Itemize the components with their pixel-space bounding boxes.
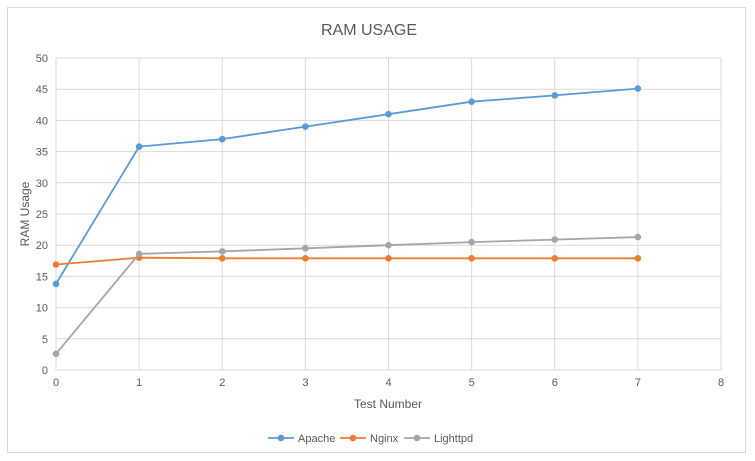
data-point-apache — [385, 110, 392, 118]
legend: Apache Nginx Lighttpd — [268, 433, 473, 445]
legend-marker-nginx — [349, 434, 357, 442]
x-tick-label: 3 — [302, 377, 308, 389]
data-point-lighttpd — [634, 233, 642, 241]
gridlines — [55, 57, 722, 371]
series-line-lighttpd — [55, 236, 638, 355]
legend-label-nginx: Nginx — [370, 433, 399, 445]
x-axis-title: Test Number — [354, 397, 422, 411]
data-point-nginx — [634, 255, 642, 262]
data-point-apache — [634, 85, 642, 92]
chart-title: RAM USAGE — [321, 22, 417, 39]
y-tick-label: 30 — [36, 178, 48, 190]
data-point-nginx — [551, 255, 559, 262]
legend-marker-apache — [277, 434, 285, 442]
data-point-lighttpd — [52, 350, 60, 358]
data-point-apache — [468, 98, 475, 105]
x-tick-label: 7 — [635, 377, 641, 389]
data-point-lighttpd — [551, 236, 559, 243]
x-tick-label: 2 — [219, 377, 225, 389]
x-tick-label: 0 — [53, 377, 59, 389]
data-point-lighttpd — [302, 245, 309, 252]
series-layer — [52, 85, 642, 358]
legend-label-lighttpd: Lighttpd — [434, 433, 473, 445]
legend-marker-lighttpd — [413, 434, 421, 442]
y-tick-label: 45 — [36, 84, 48, 96]
x-axis-ticks: 0 1 2 3 4 5 6 7 8 — [53, 377, 724, 389]
series-line-nginx — [55, 256, 638, 266]
y-tick-label: 0 — [42, 365, 48, 377]
data-point-apache — [218, 135, 226, 143]
data-point-nginx — [52, 261, 60, 268]
x-tick-label: 1 — [136, 377, 142, 389]
data-point-nginx — [218, 255, 226, 262]
data-point-nginx — [302, 255, 309, 262]
data-point-apache — [52, 280, 60, 288]
y-tick-label: 10 — [36, 303, 48, 315]
y-tick-label: 5 — [42, 334, 48, 346]
data-point-lighttpd — [135, 250, 143, 258]
y-tick-label: 40 — [36, 115, 48, 127]
data-point-lighttpd — [468, 238, 475, 246]
x-tick-label: 4 — [385, 377, 391, 389]
y-tick-label: 35 — [36, 147, 48, 159]
data-point-apache — [551, 92, 559, 99]
data-point-nginx — [385, 255, 392, 262]
chart-frame — [7, 7, 746, 453]
data-point-lighttpd — [385, 241, 392, 249]
x-tick-label: 8 — [718, 377, 724, 389]
legend-label-apache: Apache — [298, 433, 335, 445]
data-point-apache — [135, 143, 143, 150]
data-point-nginx — [468, 255, 475, 262]
y-tick-label: 50 — [36, 53, 48, 65]
y-tick-label: 25 — [36, 209, 48, 221]
x-tick-label: 6 — [552, 377, 558, 389]
series-line-apache — [55, 87, 638, 285]
data-point-lighttpd — [218, 248, 226, 255]
y-tick-label: 15 — [36, 271, 48, 283]
y-axis-ticks: 0 5 10 15 20 25 30 35 40 45 50 — [36, 53, 48, 377]
y-axis-title: RAM Usage — [18, 181, 32, 246]
y-tick-label: 20 — [36, 240, 48, 252]
data-point-apache — [302, 123, 309, 130]
x-tick-label: 5 — [469, 377, 475, 389]
